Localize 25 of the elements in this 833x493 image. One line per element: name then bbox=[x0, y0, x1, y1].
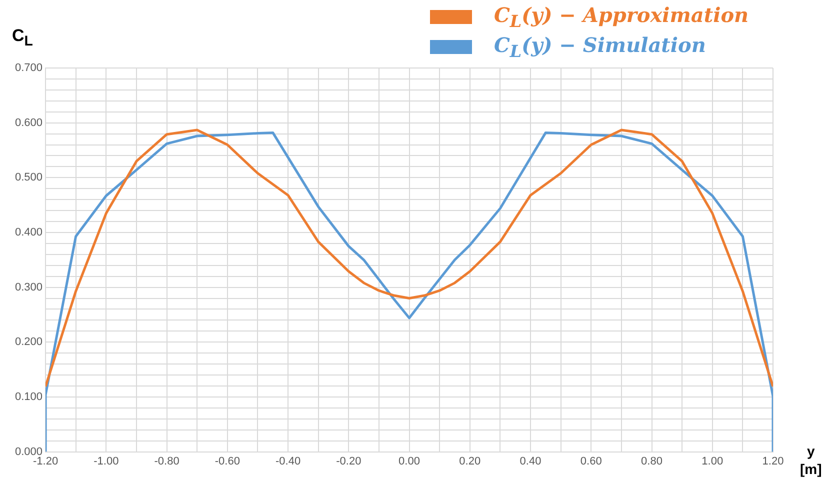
x-tick-label: -0.20 bbox=[336, 455, 362, 468]
y-tick-label: 0.100 bbox=[14, 391, 43, 404]
x-tick-label: 1.20 bbox=[762, 455, 784, 468]
legend-label: C$_{L}$(y) − Approximation bbox=[494, 3, 749, 31]
x-tick-label: 0.40 bbox=[520, 455, 542, 468]
y-tick-label: 0.400 bbox=[14, 226, 43, 239]
x-tick-label: 0.00 bbox=[398, 455, 420, 468]
legend-label: C$_{L}$(y) − Simulation bbox=[494, 33, 706, 61]
x-tick-label: 0.80 bbox=[641, 455, 662, 468]
x-axis-title: y [m] bbox=[800, 442, 822, 478]
y-tick-label: 0.500 bbox=[14, 172, 43, 184]
x-tick-label: 1.00 bbox=[702, 455, 724, 468]
x-tick-label: 0.20 bbox=[459, 455, 481, 468]
x-tick-label: -1.00 bbox=[94, 455, 119, 468]
y-tick-label: 0.300 bbox=[14, 281, 43, 294]
y-tick-label: 0.200 bbox=[14, 336, 43, 348]
x-tick-label: 0.60 bbox=[580, 455, 602, 468]
x-tick-label: -0.80 bbox=[154, 455, 180, 468]
y-axis-title: C$_{L}$ bbox=[12, 26, 33, 50]
x-tick-label: -0.60 bbox=[214, 455, 240, 468]
y-tick-label: 0.000 bbox=[14, 446, 43, 458]
y-tick-label: 0.700 bbox=[14, 62, 43, 74]
x-tick-label: -0.40 bbox=[275, 455, 301, 468]
y-tick-label: 0.600 bbox=[14, 116, 43, 129]
x-tick-label: -1.20 bbox=[32, 455, 58, 468]
